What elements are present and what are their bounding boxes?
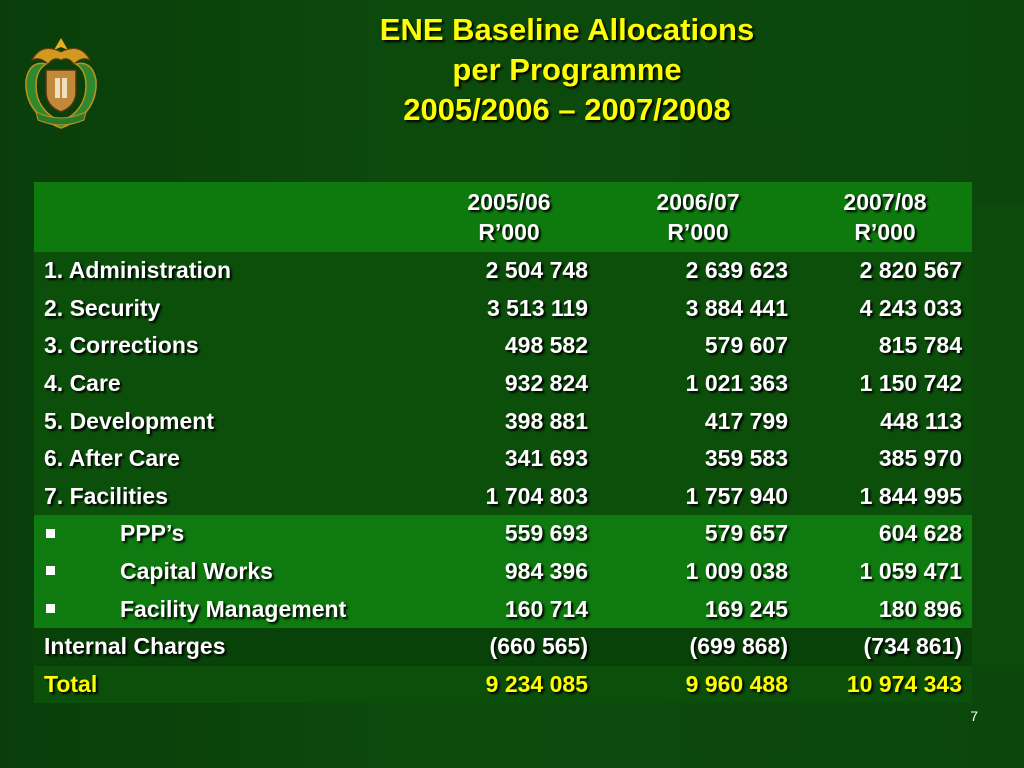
row-label: 6. After Care <box>34 439 420 478</box>
table-row: 5. Development 398 881 417 799 448 113 <box>34 402 972 440</box>
row-label: Capital Works <box>120 558 273 585</box>
row-value: 3 884 441 <box>598 289 798 328</box>
column-unit: R’000 <box>478 219 540 245</box>
row-value: (660 565) <box>420 627 598 666</box>
row-value: 398 881 <box>420 402 598 440</box>
table-row: 4. Care 932 824 1 021 363 1 150 742 <box>34 364 972 403</box>
row-label: 2. Security <box>34 289 420 328</box>
square-bullet-icon <box>44 558 120 585</box>
page-number: 7 <box>970 708 978 724</box>
title-line-1: ENE Baseline Allocations <box>379 12 755 47</box>
row-value: 498 582 <box>420 327 598 365</box>
row-value: 815 784 <box>798 327 972 365</box>
allocations-table: 2005/06 R’000 2006/07 R’000 2007/08 R’000 1… <box>34 182 972 704</box>
table-row: 3. Corrections 498 582 579 607 815 784 <box>34 327 972 365</box>
row-value: (734 861) <box>798 627 972 666</box>
column-header: 2005/06 R’000 <box>420 182 598 252</box>
row-label: 3. Corrections <box>34 327 420 365</box>
table-row: 6. After Care 341 693 359 583 385 970 <box>34 439 972 478</box>
table-row: PPP’s 559 693 579 657 604 628 <box>34 515 972 553</box>
row-value: (699 868) <box>598 627 798 666</box>
row-value: 1 704 803 <box>420 477 598 516</box>
row-value: 1 150 742 <box>798 364 972 403</box>
title-line-2: per Programme <box>452 52 682 87</box>
row-value: 10 974 343 <box>798 665 972 704</box>
row-value: 448 113 <box>798 402 972 440</box>
row-label-cell: PPP’s <box>34 515 420 553</box>
row-value: 984 396 <box>420 552 598 591</box>
column-header: 2006/07 R’000 <box>598 182 798 252</box>
coat-of-arms-icon <box>25 38 97 129</box>
column-year: 2007/08 <box>843 189 927 215</box>
table-row: 1. Administration 2 504 748 2 639 623 2 … <box>34 252 972 290</box>
row-label: 5. Development <box>34 402 420 440</box>
row-value: 1 021 363 <box>598 364 798 403</box>
row-value: 9 960 488 <box>598 665 798 704</box>
table-header-row: 2005/06 R’000 2006/07 R’000 2007/08 R’000 <box>34 182 972 252</box>
row-value: 2 820 567 <box>798 252 972 290</box>
table-row: Internal Charges (660 565) (699 868) (73… <box>34 627 972 666</box>
title-line-3: 2005/2006 – 2007/2008 <box>403 92 731 127</box>
column-header: 2007/08 R’000 <box>798 182 972 252</box>
row-label: 7. Facilities <box>34 477 420 516</box>
row-value: 559 693 <box>420 515 598 553</box>
page-title: ENE Baseline Allocations per Programme 2… <box>110 10 1024 130</box>
table-row: Capital Works 984 396 1 009 038 1 059 47… <box>34 552 972 591</box>
row-value: 579 657 <box>598 515 798 553</box>
square-bullet-icon <box>44 520 120 547</box>
row-label: 4. Care <box>34 364 420 403</box>
row-value: 1 844 995 <box>798 477 972 516</box>
row-value: 932 824 <box>420 364 598 403</box>
table-row: 7. Facilities 1 704 803 1 757 940 1 844 … <box>34 477 972 516</box>
square-bullet-icon <box>44 596 120 623</box>
row-value: 2 504 748 <box>420 252 598 290</box>
row-label: Total <box>34 665 420 704</box>
row-value: 1 757 940 <box>598 477 798 516</box>
header-empty-cell <box>34 182 420 252</box>
table-row: Facility Management 160 714 169 245 180 … <box>34 590 972 628</box>
row-value: 604 628 <box>798 515 972 553</box>
row-value: 3 513 119 <box>420 289 598 328</box>
row-label: 1. Administration <box>34 252 420 290</box>
row-label-cell: Facility Management <box>34 590 420 628</box>
total-row: Total 9 234 085 9 960 488 10 974 343 <box>34 665 972 704</box>
row-value: 385 970 <box>798 439 972 478</box>
row-label-cell: Capital Works <box>34 552 420 591</box>
row-value: 9 234 085 <box>420 665 598 704</box>
row-value: 180 896 <box>798 590 972 628</box>
column-unit: R’000 <box>854 219 916 245</box>
table-row: 2. Security 3 513 119 3 884 441 4 243 03… <box>34 289 972 328</box>
row-value: 341 693 <box>420 439 598 478</box>
row-value: 579 607 <box>598 327 798 365</box>
column-year: 2005/06 <box>467 189 551 215</box>
row-value: 1 009 038 <box>598 552 798 591</box>
column-unit: R’000 <box>667 219 729 245</box>
row-value: 160 714 <box>420 590 598 628</box>
row-label: Facility Management <box>120 595 347 622</box>
row-value: 169 245 <box>598 590 798 628</box>
row-value: 417 799 <box>598 402 798 440</box>
row-label: PPP’s <box>120 520 185 547</box>
decorative-band <box>972 205 1024 665</box>
row-value: 1 059 471 <box>798 552 972 591</box>
row-value: 359 583 <box>598 439 798 478</box>
row-label: Internal Charges <box>34 627 420 666</box>
column-year: 2006/07 <box>656 189 740 215</box>
row-value: 2 639 623 <box>598 252 798 290</box>
row-value: 4 243 033 <box>798 289 972 328</box>
